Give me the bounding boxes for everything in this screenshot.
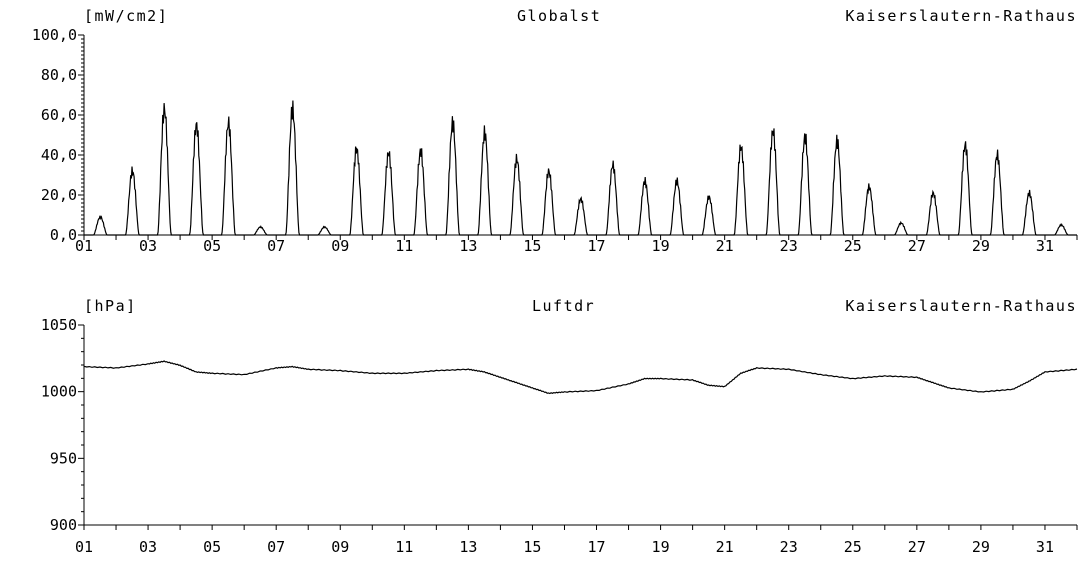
x-tick-label: 01 bbox=[75, 538, 93, 556]
x-tick-label: 09 bbox=[331, 538, 349, 556]
bottom-y-ticks: 900 950 1000 1050 bbox=[41, 316, 84, 534]
top-chart-title: Globalst bbox=[517, 7, 601, 25]
x-tick-label: 29 bbox=[972, 237, 990, 255]
luftdruck-panel: [hPa] Luftdr Kaiserslautern-Rathaus 9009… bbox=[41, 297, 1078, 556]
x-tick-label: 05 bbox=[203, 538, 221, 556]
y-tick-label: 20,0 bbox=[41, 186, 77, 204]
x-tick-label: 15 bbox=[523, 538, 541, 556]
bottom-station-label: Kaiserslautern-Rathaus bbox=[845, 297, 1077, 315]
y-tick-label: 1050 bbox=[41, 316, 77, 334]
x-tick-label: 17 bbox=[587, 538, 605, 556]
x-tick-label: 31 bbox=[1036, 538, 1054, 556]
y-tick-label: 900 bbox=[50, 516, 77, 534]
x-tick-label: 11 bbox=[395, 538, 413, 556]
y-tick-label: 950 bbox=[50, 449, 77, 467]
x-tick-label: 07 bbox=[267, 538, 285, 556]
bottom-axes bbox=[83, 325, 1077, 526]
globalstrahlung-panel: [mW/cm2] Globalst Kaiserslautern-Rathaus… bbox=[32, 7, 1078, 255]
x-tick-label: 03 bbox=[139, 538, 157, 556]
x-tick-label: 19 bbox=[652, 538, 670, 556]
globalstrahlung-series bbox=[84, 100, 1077, 236]
top-y-unit-label: [mW/cm2] bbox=[84, 7, 168, 25]
x-tick-label: 07 bbox=[267, 237, 285, 255]
bottom-chart-title: Luftdr bbox=[532, 297, 595, 315]
x-tick-label: 21 bbox=[716, 237, 734, 255]
x-tick-label: 17 bbox=[587, 237, 605, 255]
x-tick-label: 27 bbox=[908, 237, 926, 255]
y-tick-label: 80,0 bbox=[41, 66, 77, 84]
x-tick-label: 23 bbox=[780, 237, 798, 255]
y-tick-label: 0,0 bbox=[50, 226, 77, 244]
y-tick-label: 100,0 bbox=[32, 26, 77, 44]
x-tick-label: 25 bbox=[844, 538, 862, 556]
x-tick-label: 29 bbox=[972, 538, 990, 556]
x-tick-label: 13 bbox=[459, 237, 477, 255]
x-tick-label: 09 bbox=[331, 237, 349, 255]
bottom-x-ticks: 01 03 05 07 09 11 13 15 17 19 21 23 25 27 29 31 bbox=[75, 525, 1078, 556]
x-tick-label: 11 bbox=[395, 237, 413, 255]
x-tick-label: 19 bbox=[652, 237, 670, 255]
x-tick-label: 27 bbox=[908, 538, 926, 556]
x-tick-label: 03 bbox=[139, 237, 157, 255]
top-x-ticks: 01 03 05 07 09 11 13 15 17 19 21 23 25 27 29 31 bbox=[75, 235, 1078, 255]
x-tick-label: 05 bbox=[203, 237, 221, 255]
x-tick-label: 01 bbox=[75, 237, 93, 255]
top-station-label: Kaiserslautern-Rathaus bbox=[845, 7, 1077, 25]
x-tick-label: 13 bbox=[459, 538, 477, 556]
y-tick-label: 60,0 bbox=[41, 106, 77, 124]
bottom-y-unit-label: [hPa] bbox=[84, 297, 137, 315]
x-tick-label: 31 bbox=[1036, 237, 1054, 255]
top-y-ticks: 0,0 20,0 40,0 60,0 80,0 100,0 bbox=[32, 26, 84, 244]
luftdruck-series bbox=[83, 360, 1078, 395]
x-tick-label: 15 bbox=[523, 237, 541, 255]
x-tick-label: 21 bbox=[716, 538, 734, 556]
x-tick-label: 25 bbox=[844, 237, 862, 255]
axis-frame bbox=[83, 325, 1077, 526]
y-tick-label: 40,0 bbox=[41, 146, 77, 164]
x-tick-label: 23 bbox=[780, 538, 798, 556]
y-tick-label: 1000 bbox=[41, 383, 77, 401]
